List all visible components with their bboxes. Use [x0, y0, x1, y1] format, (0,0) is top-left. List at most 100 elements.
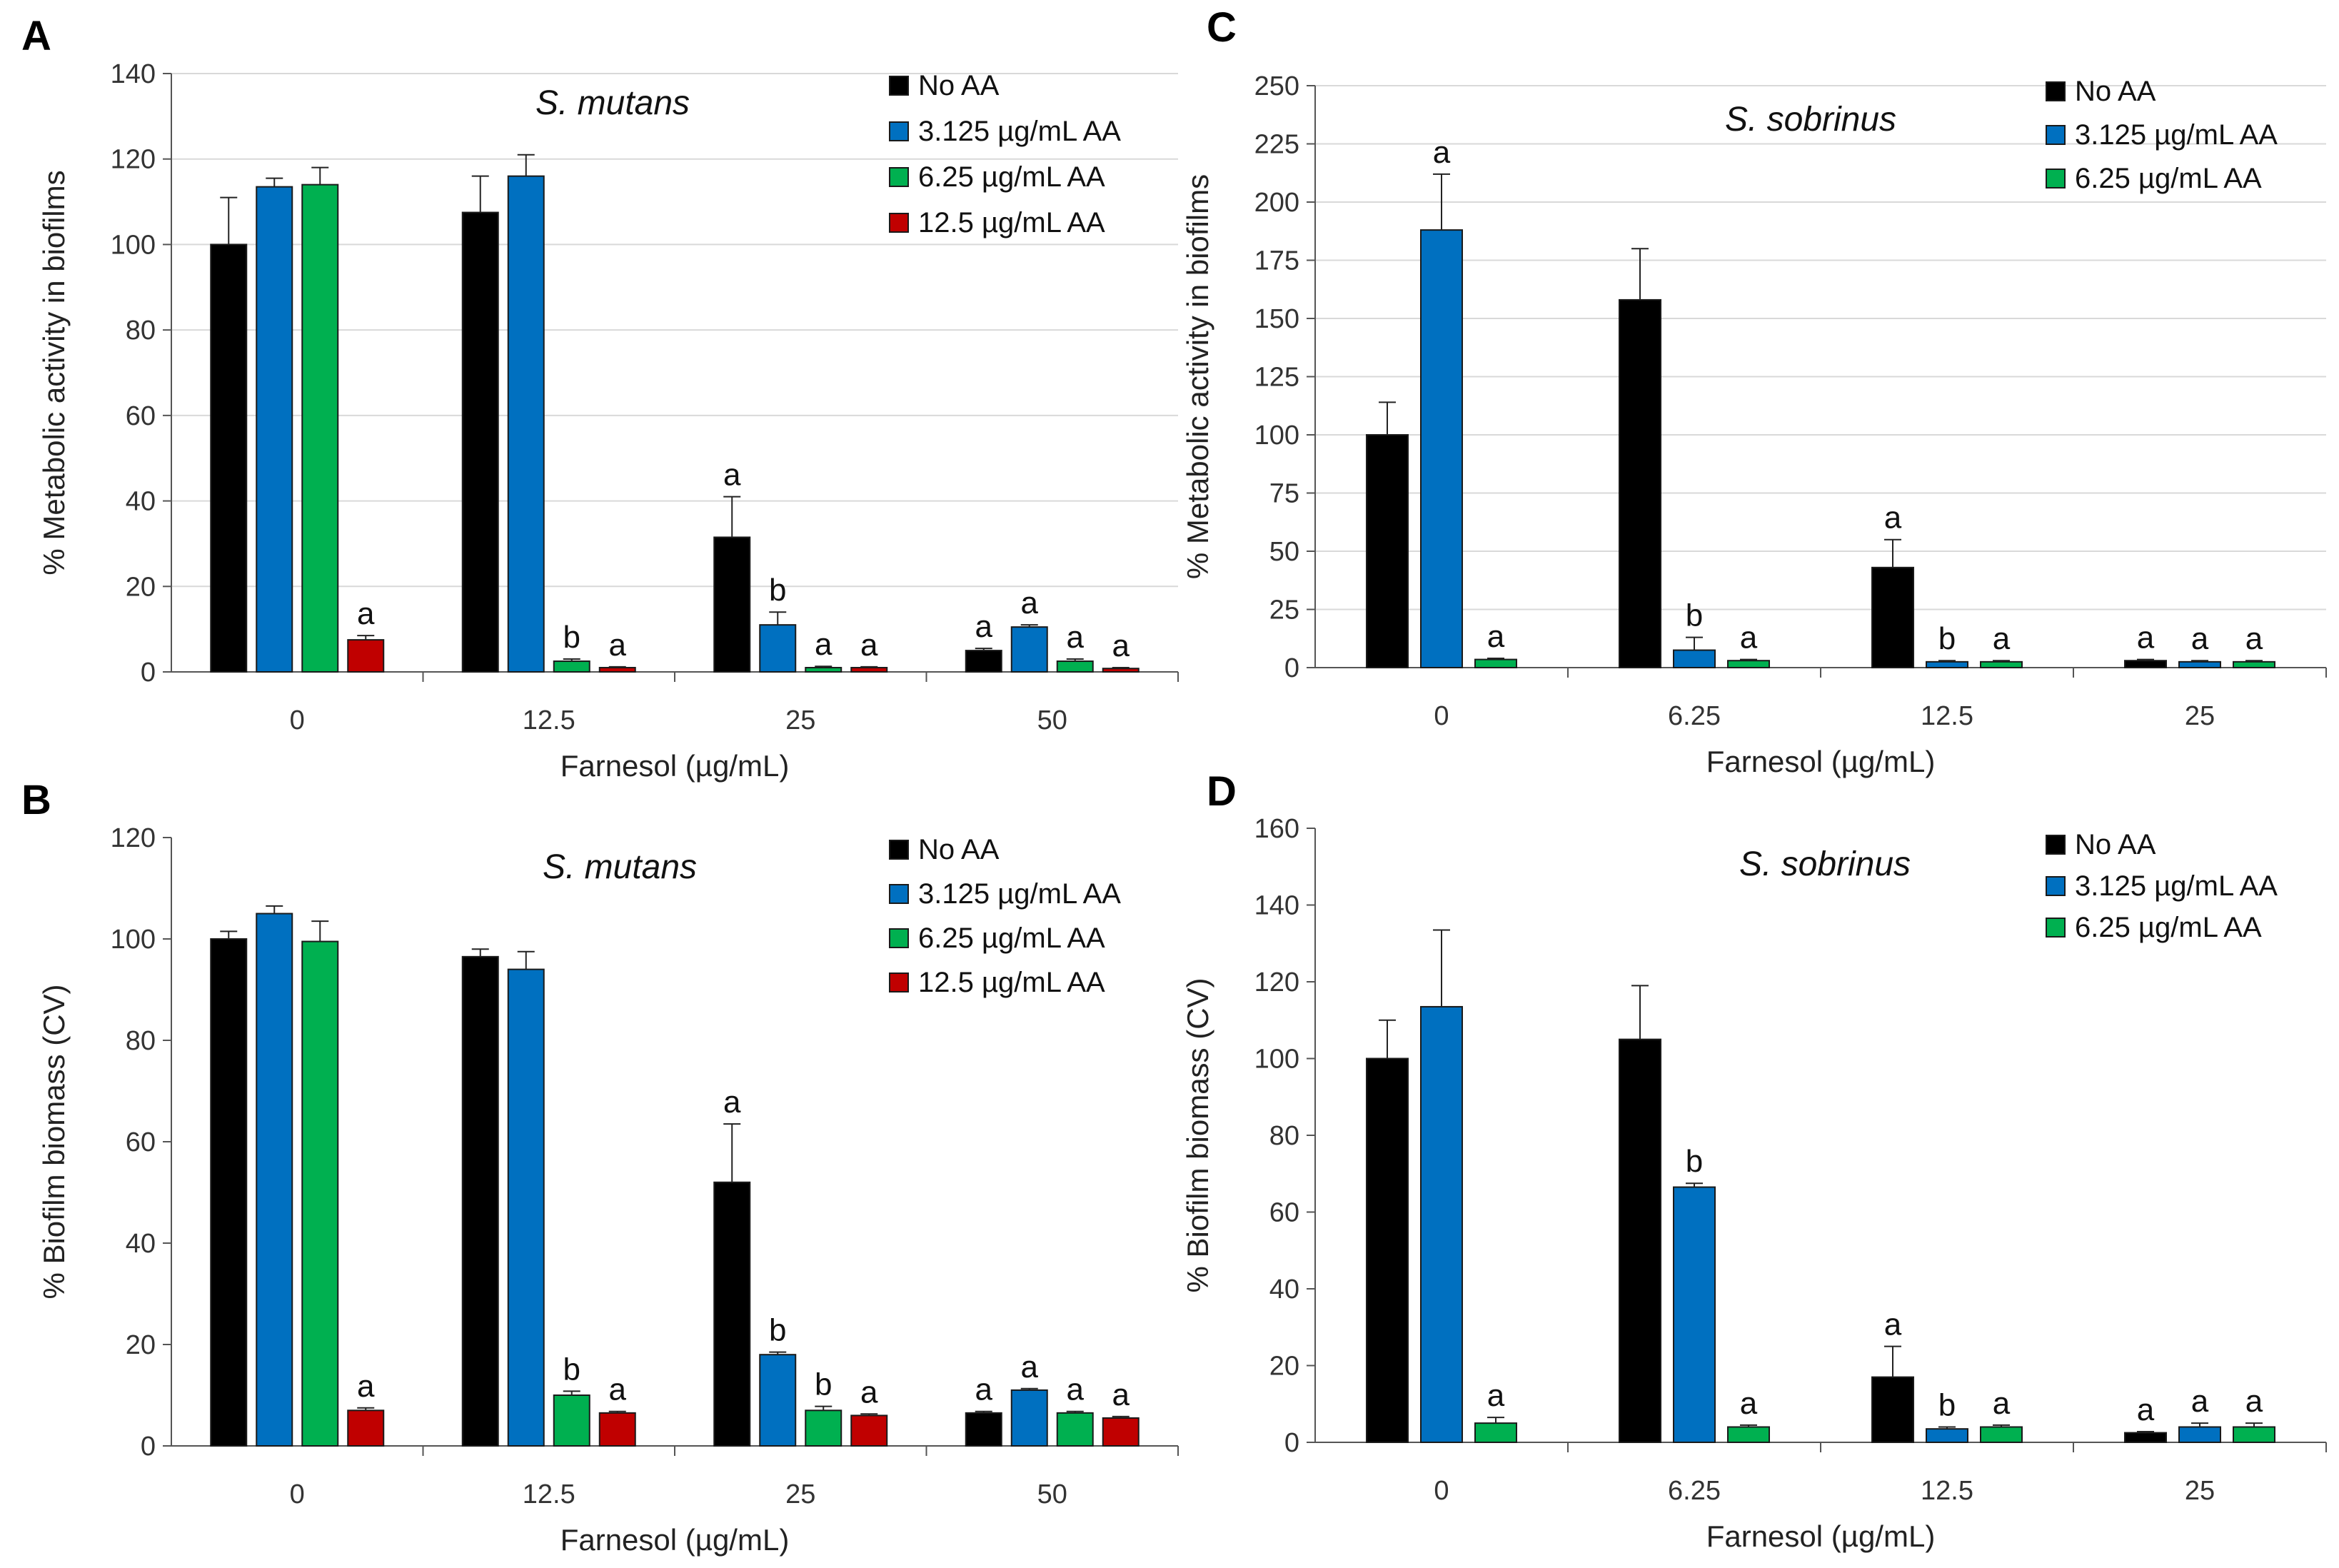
legend-swatch: [889, 928, 909, 948]
bar: [1102, 668, 1140, 673]
bar: [759, 624, 797, 673]
significance-label: a: [2191, 621, 2209, 656]
significance-label: a: [2137, 1392, 2155, 1427]
bar: [1673, 649, 1716, 668]
y-tick-label: 100: [111, 925, 156, 955]
y-tick-label: 120: [1254, 968, 1299, 997]
bar: [1474, 1422, 1517, 1443]
significance-label: a: [1021, 586, 1039, 620]
significance-label: a: [1487, 619, 1505, 654]
legend-label: No AA: [918, 834, 1000, 865]
y-tick-label: 40: [1269, 1275, 1299, 1305]
x-tick-label: 25: [785, 705, 815, 735]
significance-label: a: [1993, 621, 2011, 656]
y-tick-label: 20: [126, 1330, 156, 1360]
bar: [965, 1412, 1002, 1447]
y-tick-label: 200: [1254, 188, 1299, 218]
y-tick-label: 20: [126, 572, 156, 602]
bar: [1673, 1186, 1716, 1443]
legend-label: 12.5 µg/mL AA: [918, 207, 1105, 238]
y-tick-label: 120: [111, 145, 156, 175]
y-tick-label: 100: [1254, 1045, 1299, 1075]
y-tick-label: 80: [126, 1026, 156, 1056]
x-tick-label: 12.5: [1921, 701, 1973, 731]
significance-label: a: [357, 596, 375, 631]
x-tick-label: 12.5: [1921, 1476, 1973, 1506]
significance-label: a: [975, 1372, 993, 1407]
bar: [713, 1181, 751, 1447]
y-tick-label: 175: [1254, 246, 1299, 276]
significance-label: a: [860, 628, 878, 663]
x-tick-label: 12.5: [523, 1479, 575, 1509]
significance-label: a: [609, 628, 627, 663]
panel-d-biomass-sobrinus: D 0 20 40 60 80 100 120 140 160 0 a 6.25 b a 12.5 a b a 25 a…: [1181, 768, 2327, 1553]
y-tick-label: 150: [1254, 304, 1299, 334]
x-tick-label: 0: [290, 1479, 305, 1509]
legend-swatch: [889, 973, 909, 992]
y-tick-label: 160: [1254, 814, 1299, 844]
x-tick-label: 50: [1037, 705, 1067, 735]
y-tick-label: 60: [126, 1127, 156, 1157]
chart-title: S. mutans: [535, 84, 690, 122]
bar: [1980, 1426, 2023, 1443]
bar: [1619, 1038, 1661, 1443]
significance-label: a: [723, 458, 741, 493]
significance-label: b: [1938, 621, 1956, 656]
legend-label: 3.125 µg/mL AA: [2075, 119, 2278, 151]
bar: [713, 536, 751, 673]
y-tick-label: 140: [1254, 891, 1299, 921]
y-tick-label: 0: [1284, 653, 1299, 683]
legend-label: No AA: [918, 70, 1000, 101]
legend-label: 6.25 µg/mL AA: [2075, 912, 2262, 943]
bar: [1366, 434, 1409, 668]
significance-label: b: [1686, 1144, 1703, 1179]
bar: [1102, 1417, 1140, 1447]
y-tick-label: 20: [1269, 1352, 1299, 1382]
bar: [1727, 1426, 1770, 1443]
x-axis-title: Farnesol (µg/mL): [1706, 745, 1936, 778]
x-tick-label: 50: [1037, 1479, 1067, 1509]
significance-label: a: [815, 627, 833, 662]
x-tick-label: 6.25: [1668, 701, 1721, 731]
x-tick-label: 12.5: [523, 705, 575, 735]
significance-label: a: [1067, 620, 1085, 655]
x-tick-label: 25: [2185, 1476, 2215, 1506]
bar: [1980, 660, 2023, 668]
y-axis-title: % Metabolic activity in biofilms: [1181, 174, 1214, 579]
bar: [256, 913, 293, 1447]
bar: [759, 1354, 797, 1447]
bar: [301, 940, 339, 1447]
legend-swatch: [2046, 876, 2066, 896]
y-tick-label: 40: [126, 1229, 156, 1259]
bar: [2124, 660, 2167, 668]
significance-label: b: [1938, 1388, 1956, 1423]
panel-letter: C: [1207, 4, 1237, 51]
bar: [1727, 660, 1770, 668]
bar: [2233, 1426, 2275, 1443]
legend-swatch: [2046, 169, 2066, 189]
legend-swatch: [2046, 125, 2066, 145]
legend-label: No AA: [2075, 76, 2156, 107]
bar: [850, 667, 888, 673]
significance-label: a: [1993, 1386, 2011, 1421]
x-tick-label: 25: [2185, 701, 2215, 731]
significance-label: a: [1067, 1372, 1085, 1407]
significance-label: b: [563, 1352, 580, 1387]
bar: [256, 186, 293, 673]
legend-swatch: [889, 121, 909, 141]
y-tick-label: 60: [1269, 1198, 1299, 1228]
bar: [1056, 660, 1094, 673]
bar: [805, 1409, 842, 1447]
legend-swatch: [2046, 835, 2066, 855]
y-tick-label: 125: [1254, 363, 1299, 393]
legend-swatch: [889, 884, 909, 904]
legend-label: 3.125 µg/mL AA: [918, 878, 1121, 910]
significance-label: b: [769, 1313, 786, 1348]
significance-label: a: [723, 1085, 741, 1120]
legend-label: 3.125 µg/mL AA: [2075, 870, 2278, 902]
bar: [1010, 1389, 1048, 1447]
significance-label: a: [1112, 1377, 1130, 1412]
chart-title: S. sobrinus: [1739, 845, 1911, 883]
y-tick-label: 100: [111, 230, 156, 260]
